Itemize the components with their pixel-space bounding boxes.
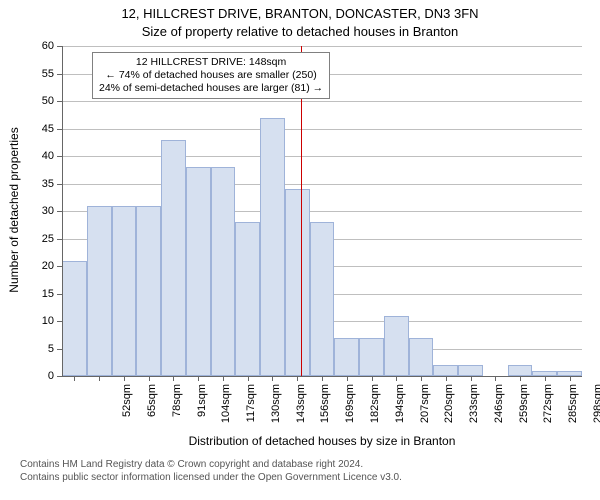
histogram-bar (359, 338, 384, 377)
y-tick-label: 40 (32, 150, 54, 162)
annotation-box: 12 HILLCREST DRIVE: 148sqm← 74% of detac… (92, 52, 330, 99)
gridline (62, 129, 582, 130)
x-tick-label: 130sqm (270, 384, 282, 434)
x-tick-label: 117sqm (245, 384, 257, 434)
chart-title-main: 12, HILLCREST DRIVE, BRANTON, DONCASTER,… (0, 6, 600, 21)
histogram-bar (384, 316, 409, 377)
histogram-bar (310, 222, 335, 376)
histogram-bar (458, 365, 483, 376)
gridline (62, 101, 582, 102)
x-tick-label: 207sqm (419, 384, 431, 434)
y-tick-label: 25 (32, 233, 54, 245)
x-tick-label: 259sqm (518, 384, 530, 434)
gridline (62, 156, 582, 157)
x-tick-label: 156sqm (319, 384, 331, 434)
x-tick-label: 169sqm (344, 384, 356, 434)
x-tick-label: 143sqm (295, 384, 307, 434)
x-axis-line (62, 376, 582, 377)
x-tick-label: 78sqm (171, 384, 183, 434)
histogram-bar (260, 118, 285, 377)
histogram-bar (186, 167, 211, 376)
y-tick-label: 60 (32, 40, 54, 52)
histogram-bar (211, 167, 236, 376)
histogram-bar (235, 222, 260, 376)
y-tick-label: 20 (32, 260, 54, 272)
y-tick-label: 10 (32, 315, 54, 327)
histogram-bar (285, 189, 310, 376)
x-tick-label: 285sqm (567, 384, 579, 434)
histogram-bar (334, 338, 359, 377)
y-tick-label: 15 (32, 288, 54, 300)
x-tick-label: 298sqm (592, 384, 600, 434)
histogram-bar (87, 206, 112, 377)
histogram-bar (433, 365, 458, 376)
histogram-bar (62, 261, 87, 377)
histogram-bar (508, 365, 533, 376)
gridline (62, 184, 582, 185)
footer-line-2: Contains public sector information licen… (20, 471, 402, 484)
histogram-bar (112, 206, 137, 377)
annotation-line: ← 74% of detached houses are smaller (25… (99, 69, 323, 82)
y-axis-line (62, 46, 63, 376)
x-tick-label: 91sqm (196, 384, 208, 434)
x-tick-label: 52sqm (121, 384, 133, 434)
x-tick-label: 272sqm (542, 384, 554, 434)
y-tick-label: 50 (32, 95, 54, 107)
chart-footer: Contains HM Land Registry data © Crown c… (20, 458, 402, 484)
y-axis-title: Number of detached properties (7, 110, 21, 310)
y-tick-label: 55 (32, 68, 54, 80)
y-tick-label: 5 (32, 343, 54, 355)
x-tick-label: 220sqm (443, 384, 455, 434)
annotation-line: 24% of semi-detached houses are larger (… (99, 82, 323, 95)
histogram-bar (409, 338, 434, 377)
footer-line-1: Contains HM Land Registry data © Crown c… (20, 458, 402, 471)
y-tick-label: 0 (32, 370, 54, 382)
x-tick-label: 246sqm (493, 384, 505, 434)
y-tick-label: 30 (32, 205, 54, 217)
y-tick-label: 35 (32, 178, 54, 190)
gridline (62, 46, 582, 47)
x-tick-label: 65sqm (146, 384, 158, 434)
chart-title-sub: Size of property relative to detached ho… (0, 24, 600, 39)
x-tick-label: 233sqm (468, 384, 480, 434)
x-tick-label: 194sqm (394, 384, 406, 434)
histogram-bar (161, 140, 186, 377)
histogram-bar (136, 206, 161, 377)
x-tick-label: 182sqm (369, 384, 381, 434)
x-tick-label: 104sqm (220, 384, 232, 434)
x-axis-title: Distribution of detached houses by size … (62, 434, 582, 448)
annotation-line: 12 HILLCREST DRIVE: 148sqm (99, 56, 323, 69)
y-tick-label: 45 (32, 123, 54, 135)
